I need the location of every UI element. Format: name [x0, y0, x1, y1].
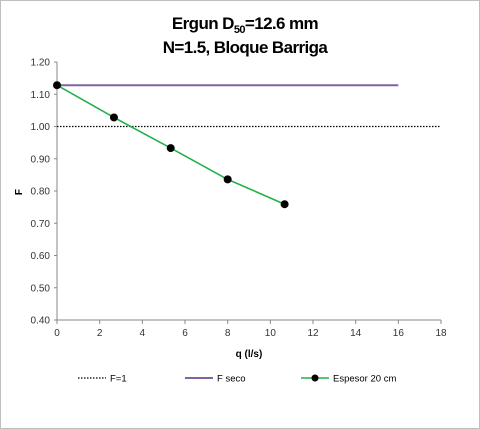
x-tick-label: 16 [393, 328, 405, 339]
x-tick-label: 8 [225, 328, 231, 339]
x-tick-label: 0 [54, 328, 60, 339]
y-tick-label: 0.70 [31, 219, 51, 230]
y-tick-label: 0.60 [31, 251, 51, 262]
legend-marker [311, 374, 319, 382]
legend-item: Espesor 20 cm [301, 374, 396, 385]
x-tick-label: 6 [182, 328, 188, 339]
y-tick-label: 1.20 [31, 58, 51, 69]
x-tick-label: 2 [97, 328, 103, 339]
x-tick-label: 4 [140, 328, 146, 339]
data-point [166, 144, 175, 153]
data-point [280, 200, 289, 209]
y-tick-label: 0.80 [31, 187, 51, 198]
chart-title-line2: N=1.5, Bloque Barriga [163, 38, 329, 57]
legend-label: F=1 [110, 374, 127, 385]
x-tick-label: 10 [265, 328, 277, 339]
x-tick-labels: 0 2 4 6 8 10 12 14 16 18 [54, 320, 447, 339]
y-axis-label: F [14, 189, 25, 195]
data-point [109, 113, 118, 122]
legend: F=1 F seco Espesor 20 cm [78, 374, 396, 385]
y-tick-label: 0.50 [31, 283, 51, 294]
x-tick-label: 14 [350, 328, 362, 339]
data-point [223, 175, 232, 184]
legend-label: Espesor 20 cm [333, 374, 396, 385]
legend-item: F seco [185, 374, 246, 385]
chart-title-line1: Ergun D50=12.6 mm [172, 14, 319, 36]
x-axis-label: q (l/s) [236, 349, 263, 360]
data-point [53, 81, 61, 90]
y-tick-labels: 0.40 0.50 0.60 0.70 0.80 0.90 1.00 1.10 1.20 [31, 58, 57, 327]
y-tick-label: 1.10 [31, 90, 51, 101]
y-tick-label: 0.40 [31, 316, 51, 327]
y-tick-label: 0.90 [31, 154, 51, 165]
legend-item: F=1 [78, 374, 127, 385]
series-layer [53, 81, 441, 209]
x-tick-label: 18 [435, 328, 447, 339]
x-tick-label: 12 [307, 328, 319, 339]
y-tick-label: 1.00 [31, 122, 51, 133]
legend-label: F seco [217, 374, 246, 385]
